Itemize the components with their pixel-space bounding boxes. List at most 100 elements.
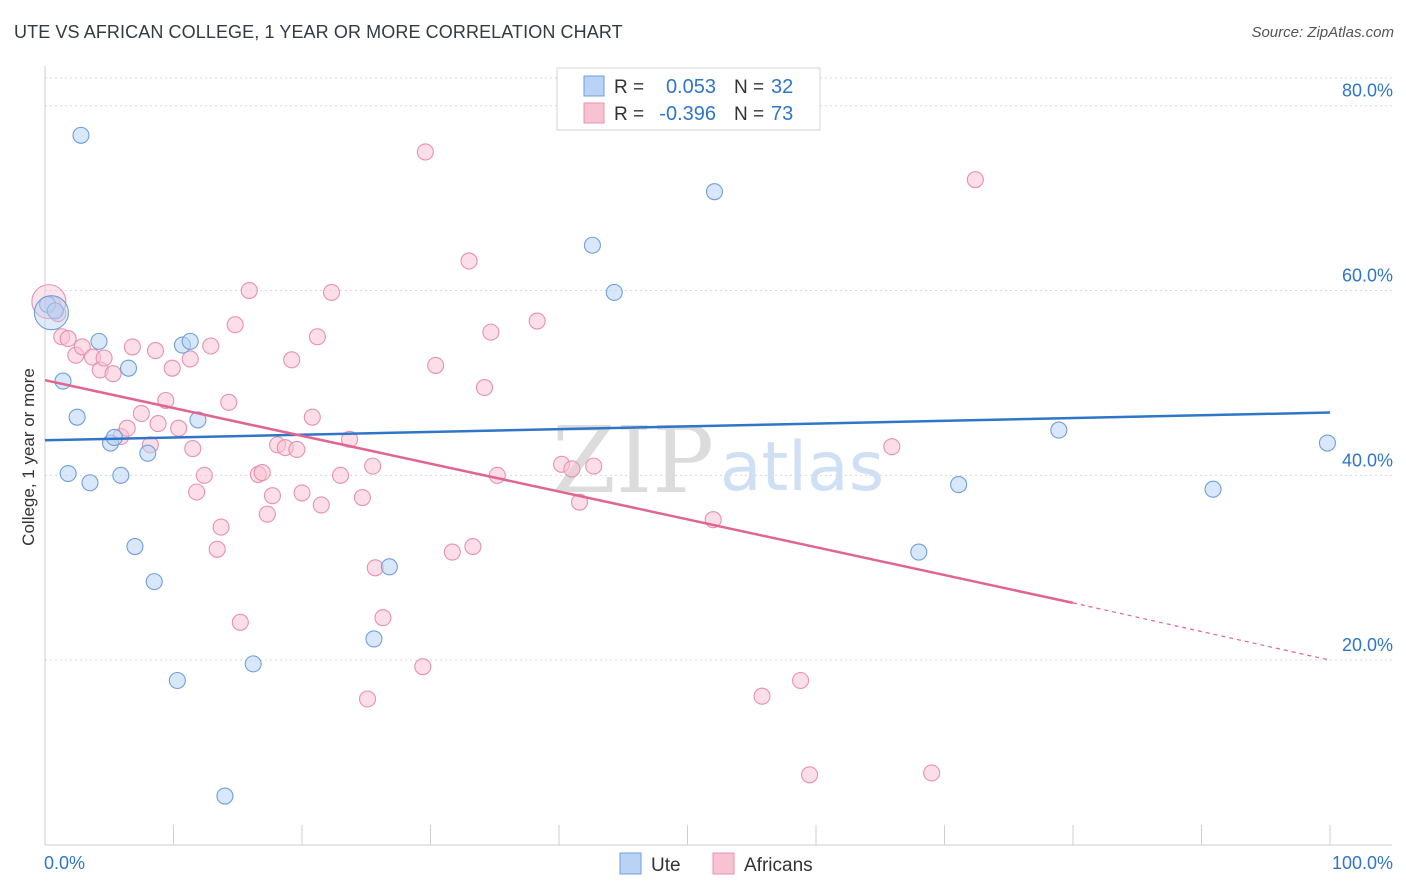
ute-point — [59, 464, 77, 483]
afr-point — [195, 466, 213, 484]
afr-point — [253, 464, 271, 482]
y-tick-label: 40.0% — [1342, 450, 1393, 470]
y-tick-label: 60.0% — [1342, 266, 1393, 286]
afr-point — [258, 505, 276, 523]
ute-trend-line — [44, 411, 1331, 442]
ute-point — [139, 444, 157, 462]
ute-point — [119, 359, 138, 377]
afr-point — [416, 143, 434, 161]
afr-point — [202, 337, 220, 355]
ute-legend-swatch — [583, 75, 605, 97]
afr-point — [792, 671, 810, 690]
afr-point — [220, 393, 238, 411]
afr-point — [263, 487, 281, 505]
ute-point — [54, 372, 72, 390]
afr-point — [226, 316, 244, 334]
legend-r-value: 0.053 — [666, 76, 716, 98]
y-tick-label: 80.0% — [1342, 81, 1393, 101]
x-tick-label: 100.0% — [1332, 853, 1393, 873]
afr-point — [149, 415, 167, 433]
afr-point — [323, 283, 341, 301]
ute-point — [950, 476, 968, 494]
afr-point — [73, 338, 91, 356]
legend-correlation: R = 0.053 N = 32 R = -0.396 N = 73 — [556, 67, 821, 131]
x-tick-label: 0.0% — [44, 853, 85, 873]
afr-point — [123, 338, 141, 356]
legend-n-label: N = — [734, 77, 764, 98]
gridlines — [45, 77, 1392, 661]
afr-point — [353, 488, 371, 507]
africans-trend-extension — [1072, 602, 1331, 661]
ute-point — [1050, 421, 1068, 439]
afr-point — [283, 351, 301, 369]
ute-point — [1318, 434, 1336, 452]
afr-point — [288, 440, 306, 459]
afr-point — [208, 540, 226, 558]
source-label: Source: ZipAtlas.com — [1251, 24, 1394, 41]
afr-point — [923, 764, 941, 782]
afr-point — [212, 518, 230, 536]
y-axis-label: College, 1 year or more — [19, 368, 38, 546]
ute-point — [365, 630, 383, 648]
legend-n-value: 32 — [771, 76, 793, 98]
afr-point — [753, 687, 771, 705]
afr-point — [460, 252, 478, 270]
legend-r-label: R = — [614, 77, 644, 98]
chart-title: UTE VS AFRICAN COLLEGE, 1 YEAR OR MORE C… — [14, 22, 623, 42]
afr-point — [464, 537, 482, 556]
ute-point — [583, 236, 601, 254]
afr-point — [308, 328, 326, 346]
afr-point — [118, 419, 136, 437]
afr-point — [475, 379, 494, 397]
ute-point — [112, 466, 130, 484]
afr-point — [366, 559, 384, 577]
legend-series: Ute Africans — [619, 852, 813, 876]
afr-series-label: Africans — [744, 855, 813, 876]
ute-point — [90, 332, 108, 350]
legend-r-value: -0.396 — [659, 103, 716, 125]
afr-point — [240, 281, 258, 300]
trend-lines — [44, 378, 1331, 661]
afr-series-swatch — [712, 852, 735, 875]
ute-point — [72, 126, 90, 144]
ute-point — [68, 408, 86, 426]
afr-point — [563, 460, 581, 478]
afr-point — [331, 466, 350, 484]
afr-point — [883, 438, 901, 456]
ute-points — [33, 126, 1336, 805]
afr-point — [170, 419, 188, 437]
afr-point — [95, 349, 113, 367]
ute-point — [910, 543, 928, 561]
afr-legend-swatch — [583, 102, 605, 124]
ute-point — [126, 537, 144, 556]
afr-point — [488, 466, 506, 484]
y-tick-label: 20.0% — [1342, 635, 1393, 655]
afr-point — [59, 330, 77, 348]
legend-n-value: 73 — [771, 103, 793, 125]
afr-point — [184, 440, 202, 458]
afr-point — [443, 543, 461, 561]
ute-point — [380, 558, 398, 576]
afr-point — [163, 359, 181, 377]
afr-point — [801, 766, 819, 784]
afr-point — [104, 365, 122, 383]
ute-point — [189, 411, 207, 429]
afr-point — [414, 658, 432, 676]
ute-point — [168, 671, 186, 690]
afr-point — [427, 356, 445, 374]
ute-point — [605, 283, 623, 301]
afr-point — [482, 323, 500, 341]
ute-point — [181, 332, 199, 350]
axes: 20.0% 40.0% 60.0% 80.0% 0.0% 100.0% — [44, 66, 1393, 873]
watermark-atlas: atlas — [720, 428, 884, 507]
afr-point — [358, 690, 377, 708]
afr-point — [364, 457, 382, 475]
afr-point — [188, 483, 206, 501]
afr-point — [303, 408, 321, 426]
ute-series-label: Ute — [651, 855, 681, 876]
afr-point — [528, 312, 546, 330]
legend-n-label: N = — [734, 104, 764, 125]
ute-point — [46, 302, 64, 320]
ute-point — [1204, 480, 1222, 498]
